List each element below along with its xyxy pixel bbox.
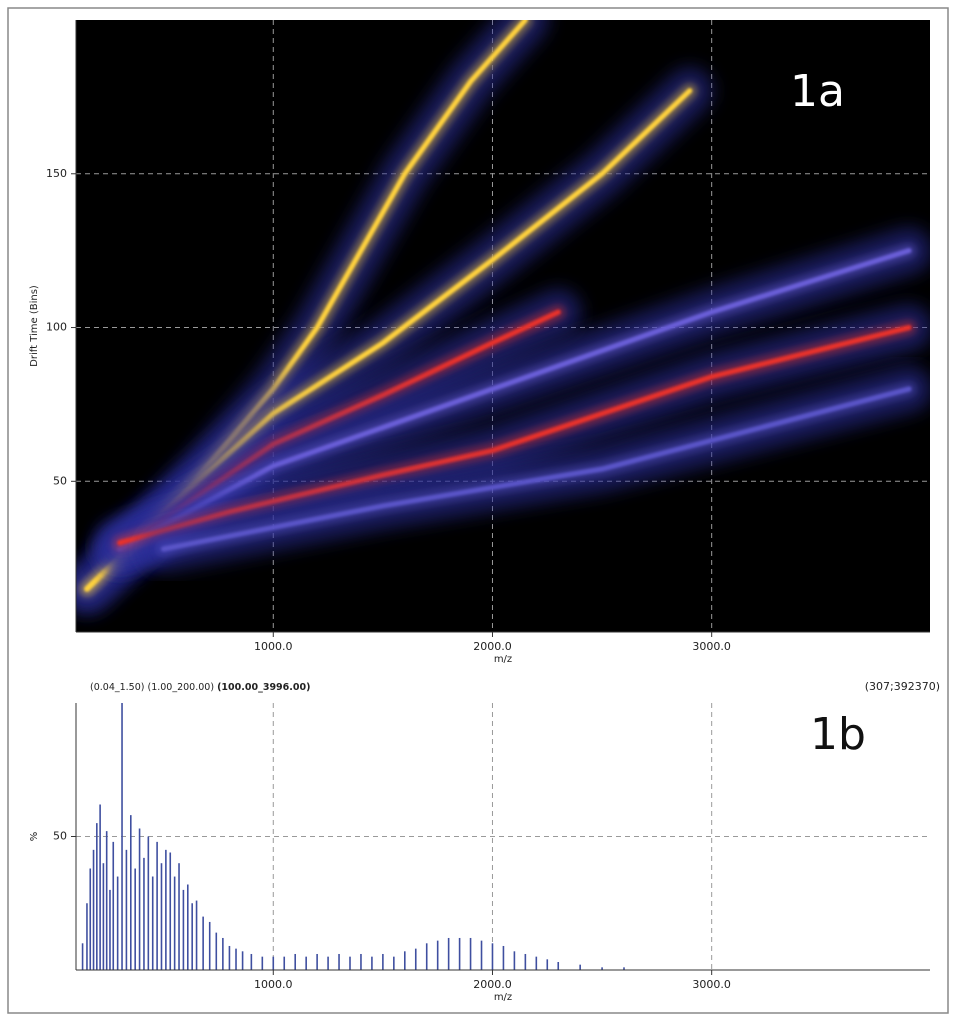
y-tick-label: 50 xyxy=(53,830,67,843)
header-counts: (307;392370) xyxy=(865,680,940,693)
y-axis-label: Drift Time (Bins) xyxy=(29,285,40,367)
x-tick-label: 2000.0 xyxy=(473,978,512,991)
x-axis-label: m/z xyxy=(494,654,512,665)
plot-layer xyxy=(76,703,930,970)
y-tick-label: 100 xyxy=(46,321,67,334)
plot-layer xyxy=(76,20,930,632)
ridge xyxy=(161,386,912,552)
header-mz-range: (100.00_3996.00) xyxy=(217,682,310,693)
x-axis-label: m/z xyxy=(494,992,512,1003)
panel-label: 1a xyxy=(790,66,845,117)
y-tick-label: 50 xyxy=(53,474,67,487)
panel-label: 1b xyxy=(810,709,866,760)
x-tick-label: 1000.0 xyxy=(254,640,293,653)
x-tick-label: 1000.0 xyxy=(254,978,293,991)
x-tick-label: 3000.0 xyxy=(692,978,731,991)
y-axis-label: % xyxy=(29,832,40,842)
y-tick-label: 150 xyxy=(46,167,67,180)
header-range: (0.04_1.50) (1.00_200.00) xyxy=(90,682,214,693)
header: (0.04_1.50) (1.00_200.00) (100.00_3996.0… xyxy=(90,682,310,693)
x-tick-label: 2000.0 xyxy=(473,640,512,653)
x-tick-label: 3000.0 xyxy=(692,640,731,653)
